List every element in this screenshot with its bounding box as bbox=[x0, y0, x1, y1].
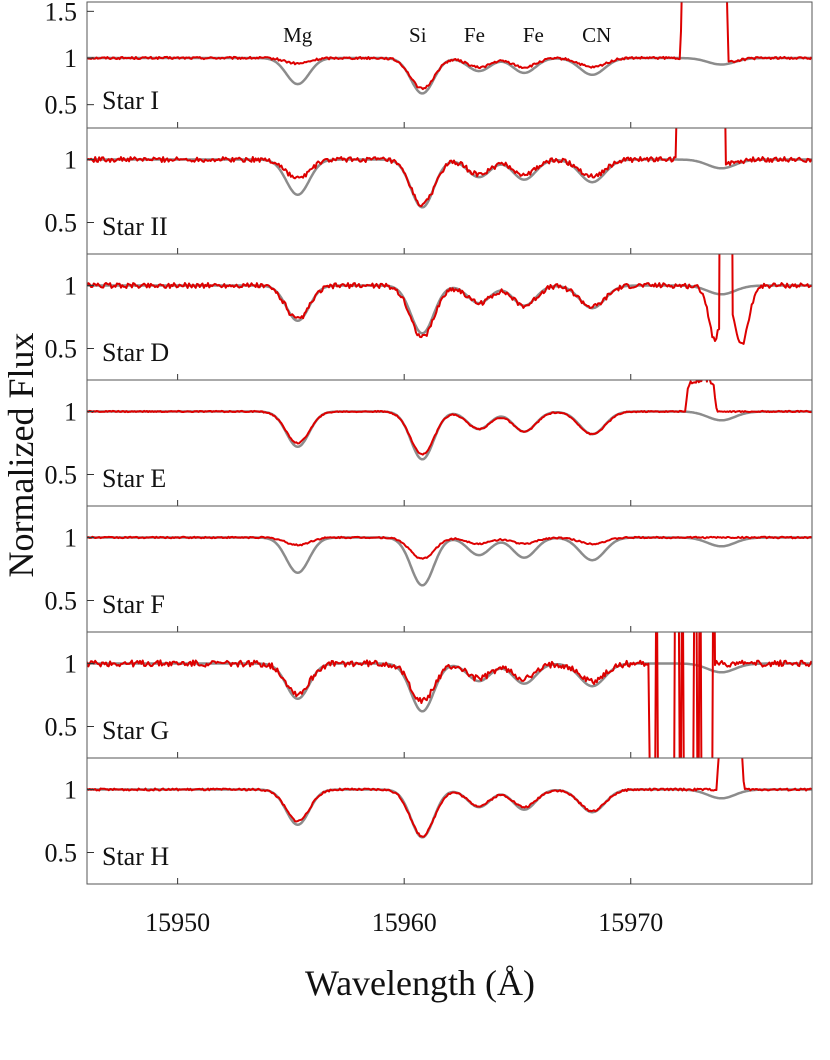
x-axis: 15950 15960 15970 bbox=[145, 908, 663, 937]
observed-spectrum bbox=[87, 535, 812, 560]
y-tick-label: 0.5 bbox=[45, 587, 78, 616]
panel-label: Star F bbox=[102, 590, 165, 619]
y-tick-label: 0.5 bbox=[45, 839, 78, 868]
y-tick-label: 0.5 bbox=[45, 335, 78, 364]
panel-frame bbox=[86, 253, 813, 381]
y-tick-label: 1 bbox=[64, 146, 77, 175]
line-label-fe: Fe bbox=[464, 23, 485, 47]
y-tick-label: 0.5 bbox=[45, 713, 78, 742]
y-axis-title: Normalized Flux bbox=[1, 333, 41, 578]
line-label-si: Si bbox=[409, 23, 427, 47]
panel-star-e: 1 0.5 Star E bbox=[45, 379, 813, 507]
line-label-cn: CN bbox=[582, 23, 611, 47]
panel-star-f: 1 0.5 Star F bbox=[45, 505, 813, 633]
y-tick-label: 1.5 bbox=[45, 0, 78, 26]
y-tick-label: 1 bbox=[64, 776, 77, 805]
model-spectrum bbox=[87, 536, 812, 587]
panel-label: Star G bbox=[102, 716, 169, 745]
x-axis-title: Wavelength (Å) bbox=[305, 963, 535, 1003]
panel-star-d: 1 0.5 Star D bbox=[45, 253, 813, 381]
panel-frame bbox=[86, 379, 813, 507]
y-tick-label: 1 bbox=[64, 650, 77, 679]
panel-frame bbox=[86, 1, 813, 129]
model-spectrum bbox=[87, 788, 812, 839]
y-tick-label: 1 bbox=[64, 524, 77, 553]
panel-frame bbox=[86, 127, 813, 255]
spectra-panels: 1.5 1 0.5 Star I 1 0.5 Star II 1 0.5 Star D 1 0.5 St… bbox=[45, 0, 813, 885]
model-spectrum bbox=[87, 662, 812, 713]
y-tick-label: 1 bbox=[64, 398, 77, 427]
panel-frame bbox=[86, 631, 813, 759]
observed-spectrum bbox=[87, 254, 812, 345]
y-tick-label: 0.5 bbox=[45, 91, 78, 120]
panel-label: Star D bbox=[102, 338, 169, 367]
y-tick-label: 1 bbox=[64, 44, 77, 73]
line-label-fe: Fe bbox=[523, 23, 544, 47]
observed-spectrum bbox=[87, 380, 812, 456]
observed-spectrum bbox=[87, 632, 812, 758]
x-tick-label: 15970 bbox=[598, 908, 663, 937]
observed-spectrum bbox=[87, 758, 812, 838]
panel-star-ii: 1 0.5 Star II bbox=[45, 127, 813, 255]
panel-label: Star E bbox=[102, 464, 166, 493]
model-spectrum bbox=[87, 410, 812, 461]
model-spectrum bbox=[87, 56, 812, 95]
model-spectrum bbox=[87, 284, 812, 335]
line-label-mg: Mg bbox=[283, 23, 313, 47]
panel-label: Star I bbox=[102, 86, 159, 115]
panel-star-g: 1 0.5 Star G bbox=[45, 631, 813, 759]
x-tick-label: 15950 bbox=[145, 908, 210, 937]
panel-star-h: 1 0.5 Star H bbox=[45, 757, 813, 885]
panel-frame bbox=[86, 757, 813, 885]
panel-label: Star H bbox=[102, 842, 169, 871]
y-tick-label: 1 bbox=[64, 272, 77, 301]
panel-frame bbox=[86, 505, 813, 633]
panel-star-i: 1.5 1 0.5 Star I bbox=[45, 0, 813, 129]
model-spectrum bbox=[87, 158, 812, 209]
y-tick-label: 0.5 bbox=[45, 461, 78, 490]
observed-spectrum bbox=[87, 2, 812, 91]
x-tick-label: 15960 bbox=[372, 908, 437, 937]
observed-spectrum bbox=[87, 128, 812, 208]
y-tick-label: 0.5 bbox=[45, 209, 78, 238]
panel-label: Star II bbox=[102, 212, 168, 241]
